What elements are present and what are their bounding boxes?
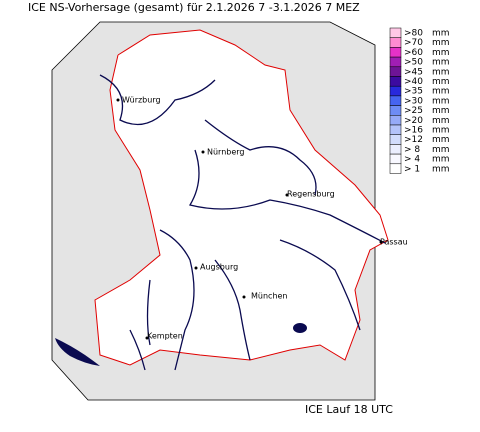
legend-swatch <box>389 27 402 38</box>
legend-swatch <box>389 134 402 145</box>
legend-swatch <box>389 56 402 68</box>
city-dot <box>242 295 246 299</box>
legend-unit: mm <box>432 48 450 58</box>
legend-unit: mm <box>432 126 450 136</box>
city-dot <box>379 240 383 244</box>
legend-swatch <box>389 124 402 135</box>
legend-label: >35 <box>404 87 423 97</box>
legend-swatch <box>389 144 402 155</box>
legend-label: >60 <box>404 48 423 58</box>
footer: ICE Lauf 18 UTC <box>305 403 393 416</box>
legend-unit: mm <box>432 106 450 116</box>
river <box>204 119 317 196</box>
legend-swatch <box>389 115 402 126</box>
lake <box>55 338 100 366</box>
river <box>129 279 151 371</box>
river <box>279 239 361 331</box>
legend-label: >20 <box>404 116 423 126</box>
legend-label: >16 <box>404 126 423 136</box>
legend-unit: mm <box>432 67 450 77</box>
legend-swatch <box>389 163 402 174</box>
city-dot <box>145 336 149 340</box>
legend-swatch <box>389 66 402 77</box>
city-labels: Würzburg Nürnberg Regensburg Passau Augs… <box>116 96 408 341</box>
legend-unit: mm <box>432 116 450 126</box>
legend: >80 mm >70 mm >60 mm >50 mm >45 mm >40 mm >35 mm >30 mm… <box>389 27 450 174</box>
city-label: Kempten <box>147 332 183 341</box>
legend-label: > 4 <box>404 155 420 165</box>
city-label: Würzburg <box>122 96 161 105</box>
river <box>214 259 251 361</box>
legend-swatch <box>389 153 402 165</box>
map-title: ICE NS-Vorhersage (gesamt) für 2.1.2026 … <box>28 1 360 14</box>
legend-label: >40 <box>404 77 423 87</box>
city-dot <box>116 98 120 102</box>
city-dot <box>285 193 289 197</box>
legend-label: >45 <box>404 67 423 77</box>
legend-unit: mm <box>432 77 450 87</box>
river <box>99 74 216 126</box>
legend-swatch <box>389 37 402 48</box>
legend-swatch <box>389 47 402 58</box>
legend-unit: mm <box>432 135 450 145</box>
legend-unit: mm <box>432 58 450 68</box>
legend-unit: mm <box>432 29 450 39</box>
legend-unit: mm <box>432 145 450 155</box>
state-border <box>94 29 389 366</box>
city-label: Augsburg <box>200 263 238 272</box>
legend-swatch <box>389 105 402 116</box>
legend-swatch <box>389 85 402 97</box>
legend-label: > 1 <box>404 164 420 174</box>
legend-label: > 8 <box>404 145 420 155</box>
legend-label: >30 <box>404 96 423 106</box>
legend-unit: mm <box>432 155 450 165</box>
legend-unit: mm <box>432 87 450 97</box>
legend-label: >12 <box>404 135 423 145</box>
legend-label: >80 <box>404 29 423 39</box>
city-label: Regensburg <box>287 190 335 199</box>
lake <box>293 323 307 333</box>
legend-unit: mm <box>432 38 450 48</box>
bavaria <box>95 30 388 365</box>
legend-label: >50 <box>404 58 423 68</box>
city-label: Passau <box>380 238 408 247</box>
city-label: München <box>251 292 288 301</box>
legend-label: >25 <box>404 106 423 116</box>
legend-swatch <box>389 95 402 106</box>
river <box>188 149 386 244</box>
city-label: Nürnberg <box>207 148 245 157</box>
map-area: Würzburg Nürnberg Regensburg Passau Augs… <box>51 21 408 401</box>
city-dot <box>201 150 205 154</box>
legend-unit: mm <box>432 164 450 174</box>
city-dot <box>194 266 198 270</box>
river <box>159 229 195 371</box>
legend-unit: mm <box>432 96 450 106</box>
legend-swatch <box>389 76 402 87</box>
legend-label: >70 <box>404 38 423 48</box>
